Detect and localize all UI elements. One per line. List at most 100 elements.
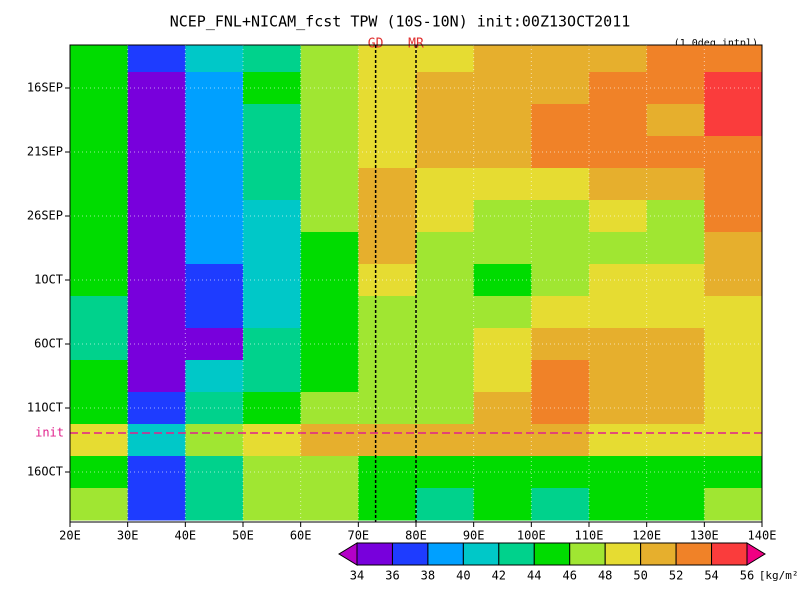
heat-cell <box>589 296 648 329</box>
x-tick-label: 90E <box>463 529 485 543</box>
heat-cell <box>416 424 475 457</box>
heat-cell <box>358 104 417 137</box>
heat-cell <box>646 360 705 393</box>
heat-cell <box>70 45 129 73</box>
heat-cell <box>243 136 302 169</box>
heat-cell <box>704 488 762 521</box>
heat-cell <box>416 296 475 329</box>
heat-cell <box>473 45 532 73</box>
heat-cell <box>127 296 186 329</box>
x-tick-label: 60E <box>290 529 312 543</box>
colorbar-label: 42 <box>492 569 506 583</box>
heat-cell <box>416 392 475 425</box>
colorbar-label: 54 <box>704 569 718 583</box>
heat-cell <box>531 488 590 521</box>
heat-cell <box>646 72 705 105</box>
heat-cell <box>185 424 244 457</box>
heat-cell <box>473 360 532 393</box>
heat-cell <box>127 72 186 105</box>
heat-cell <box>358 392 417 425</box>
heat-cell <box>185 45 244 73</box>
heat-cell <box>531 360 590 393</box>
colorbar-label: 40 <box>456 569 470 583</box>
init-label: init <box>35 426 64 440</box>
heat-cell <box>646 392 705 425</box>
colorbar-box <box>604 542 642 566</box>
heat-cell <box>704 264 762 297</box>
heat-cell <box>70 296 129 329</box>
heat-cell <box>127 456 186 489</box>
heat-cell <box>704 232 762 265</box>
heat-cell <box>589 45 648 73</box>
heat-cell <box>300 232 359 265</box>
heat-cell <box>127 328 186 361</box>
heat-cell <box>531 264 590 297</box>
heat-cell <box>704 360 762 393</box>
heat-cell <box>127 200 186 233</box>
heat-cell <box>300 424 359 457</box>
x-tick-label: 40E <box>174 529 196 543</box>
colorbar-label: 46 <box>563 569 577 583</box>
colorbar-label: 56 <box>740 569 754 583</box>
heat-cell <box>416 72 475 105</box>
heat-cell <box>358 456 417 489</box>
heat-cell <box>646 296 705 329</box>
colorbar-label: 38 <box>421 569 435 583</box>
heat-cell <box>646 488 705 521</box>
colorbar-high <box>746 542 766 566</box>
x-tick-label: 80E <box>405 529 427 543</box>
y-tick-label: 26SEP <box>27 209 63 223</box>
colorbar-box <box>711 542 748 566</box>
heat-cell <box>127 168 186 201</box>
heat-cell <box>531 424 590 457</box>
y-tick-label: 11OCT <box>27 401 63 415</box>
heat-cell <box>589 360 648 393</box>
heat-cell <box>416 45 475 73</box>
heat-cell <box>70 488 129 521</box>
heat-cell <box>70 232 129 265</box>
heat-cell <box>531 104 590 137</box>
heat-cell <box>127 104 186 137</box>
heat-cell <box>70 360 129 393</box>
heat-cell <box>358 168 417 201</box>
heat-cell <box>185 296 244 329</box>
colorbar-box <box>569 542 606 566</box>
colorbar-box <box>675 542 713 566</box>
y-tick-label: 6OCT <box>34 337 63 351</box>
colorbar-label: 48 <box>598 569 612 583</box>
x-tick-label: 50E <box>232 529 254 543</box>
heat-cell <box>416 328 475 361</box>
heat-cell <box>300 296 359 329</box>
heat-cell <box>127 392 186 425</box>
heat-cell <box>127 232 186 265</box>
heat-cell <box>358 72 417 105</box>
chart-title: NCEP_FNL+NICAM_fcst TPW (10S-10N) init:0… <box>170 13 631 31</box>
heat-cell <box>70 168 129 201</box>
heat-cell <box>646 136 705 169</box>
x-tick-label: 120E <box>632 529 661 543</box>
heat-cell <box>243 200 302 233</box>
colorbar-label: 50 <box>633 569 647 583</box>
heat-cell <box>531 136 590 169</box>
heat-cell <box>243 72 302 105</box>
heat-cell <box>416 200 475 233</box>
colorbar-box <box>533 542 571 566</box>
colorbar-box <box>427 542 464 566</box>
heat-cell <box>243 168 302 201</box>
heat-cell <box>646 264 705 297</box>
x-tick-label: 70E <box>347 529 369 543</box>
heat-cell <box>589 104 648 137</box>
heat-cell <box>358 232 417 265</box>
heat-cell <box>127 264 186 297</box>
heat-cell <box>358 360 417 393</box>
heat-cell <box>358 488 417 521</box>
x-tick-label: 30E <box>117 529 139 543</box>
heat-cell <box>300 45 359 73</box>
heat-cell <box>185 168 244 201</box>
y-tick-label: 16OCT <box>27 465 63 479</box>
heat-cell <box>531 200 590 233</box>
heat-cell <box>416 456 475 489</box>
y-tick-label: 16SEP <box>27 81 63 95</box>
heat-cell <box>416 360 475 393</box>
